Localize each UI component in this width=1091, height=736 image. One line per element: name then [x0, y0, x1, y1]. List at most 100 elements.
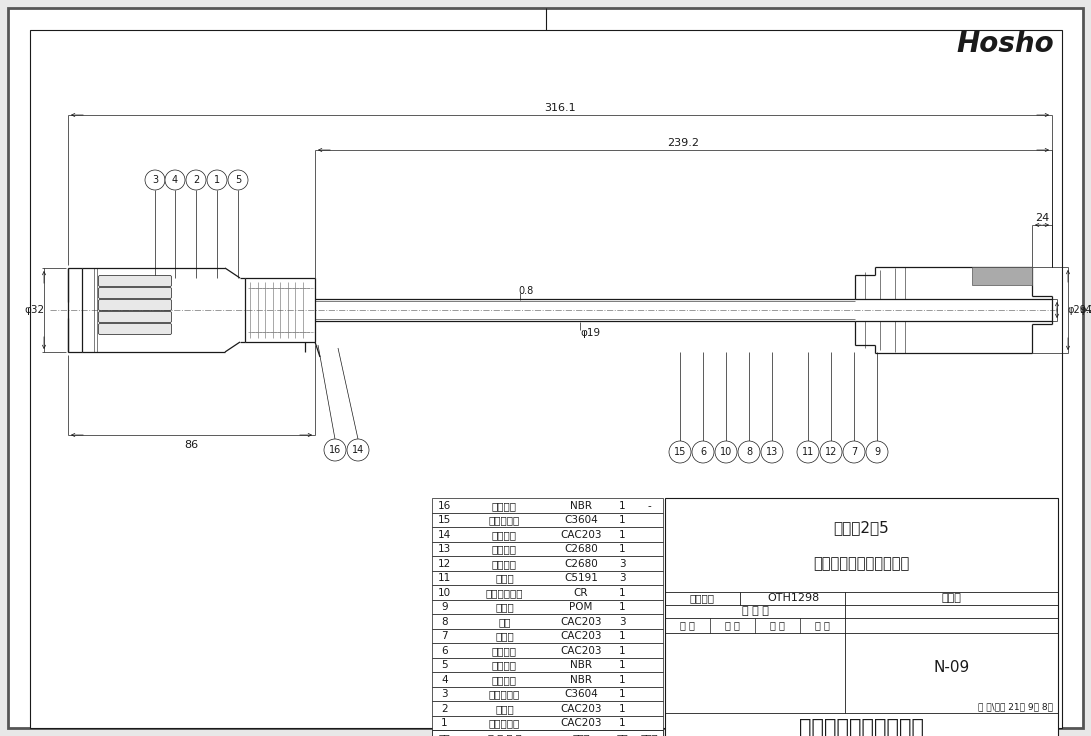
Text: 15: 15 [674, 447, 686, 457]
Text: 板ばね: 板ばね [495, 573, 514, 583]
FancyBboxPatch shape [432, 715, 663, 730]
Text: C2680: C2680 [564, 544, 598, 554]
FancyBboxPatch shape [29, 30, 1062, 728]
Text: 11: 11 [802, 447, 814, 457]
FancyBboxPatch shape [432, 498, 663, 512]
Circle shape [738, 441, 760, 463]
Text: OTH1298: OTH1298 [767, 593, 819, 604]
Text: 1: 1 [620, 645, 626, 656]
Text: CAC203: CAC203 [561, 631, 602, 641]
Text: C2680: C2680 [564, 559, 598, 569]
FancyBboxPatch shape [8, 8, 1083, 728]
Text: 1: 1 [620, 588, 626, 598]
Text: 9: 9 [441, 602, 447, 612]
Text: Hosho: Hosho [956, 30, 1054, 58]
FancyBboxPatch shape [972, 267, 1032, 285]
FancyBboxPatch shape [98, 288, 171, 299]
Text: 1: 1 [620, 689, 626, 699]
Text: 1: 1 [620, 602, 626, 612]
Text: 2: 2 [441, 704, 447, 714]
Circle shape [228, 170, 248, 190]
FancyBboxPatch shape [432, 730, 663, 736]
Text: φ29.2: φ29.2 [1068, 305, 1091, 315]
Text: 3: 3 [620, 559, 626, 569]
Text: 12: 12 [437, 559, 451, 569]
Text: 6: 6 [700, 447, 706, 457]
Text: 図面番号: 図面番号 [690, 593, 715, 604]
Text: 回転筒: 回転筒 [495, 704, 514, 714]
Text: 316.1: 316.1 [544, 103, 576, 113]
Text: 3: 3 [152, 175, 158, 185]
Text: しめ輪: しめ輪 [495, 631, 514, 641]
Text: C3604: C3604 [564, 689, 598, 699]
Text: 株式会社　報商製作所: 株式会社 報商製作所 [799, 718, 924, 736]
Text: 13: 13 [437, 544, 451, 554]
Text: NBR: NBR [570, 660, 592, 670]
Text: 黄銅パイプ: 黄銅パイプ [489, 515, 520, 526]
Text: 個数: 個数 [616, 733, 628, 736]
Text: 1: 1 [620, 515, 626, 526]
FancyBboxPatch shape [432, 657, 663, 672]
Text: ストッパー: ストッパー [489, 689, 520, 699]
Text: 11: 11 [437, 573, 451, 583]
Text: 止めねじ: 止めねじ [492, 544, 517, 554]
FancyBboxPatch shape [98, 275, 171, 286]
Text: 14: 14 [437, 530, 451, 539]
Text: 15: 15 [437, 515, 451, 526]
Circle shape [820, 441, 842, 463]
Circle shape [715, 441, 738, 463]
Text: Ｏリング: Ｏリング [492, 500, 517, 511]
Text: つめ座: つめ座 [495, 602, 514, 612]
Circle shape [762, 441, 783, 463]
Circle shape [692, 441, 714, 463]
Circle shape [207, 170, 227, 190]
FancyBboxPatch shape [98, 300, 171, 311]
Circle shape [843, 441, 865, 463]
FancyBboxPatch shape [432, 701, 663, 715]
Text: 止めピン: 止めピン [492, 559, 517, 569]
Circle shape [866, 441, 888, 463]
Circle shape [324, 439, 346, 461]
Text: 記　事: 記 事 [640, 733, 658, 736]
Text: 散水ノズル　ＤＡ噴霧付: 散水ノズル ＤＡ噴霧付 [814, 556, 910, 571]
FancyBboxPatch shape [432, 600, 663, 614]
Text: 接続金具: 接続金具 [492, 530, 517, 539]
Text: 16: 16 [437, 500, 451, 511]
FancyBboxPatch shape [666, 498, 1058, 736]
Circle shape [185, 170, 206, 190]
Text: 3: 3 [620, 617, 626, 627]
Text: 24: 24 [1035, 213, 1050, 223]
Text: 1: 1 [620, 675, 626, 684]
FancyBboxPatch shape [98, 324, 171, 334]
Text: 部 品 名 称: 部 品 名 称 [488, 733, 521, 736]
Circle shape [145, 170, 165, 190]
Circle shape [669, 441, 691, 463]
Text: 10: 10 [437, 588, 451, 598]
Text: 記　事: 記 事 [942, 593, 961, 604]
Text: 239.2: 239.2 [668, 138, 699, 148]
Text: CAC203: CAC203 [561, 617, 602, 627]
Text: C3604: C3604 [564, 515, 598, 526]
Text: C5191: C5191 [564, 573, 598, 583]
FancyBboxPatch shape [432, 614, 663, 629]
Text: 5: 5 [441, 660, 447, 670]
FancyBboxPatch shape [432, 687, 663, 701]
Text: 2: 2 [193, 175, 200, 185]
Text: 1: 1 [620, 500, 626, 511]
Circle shape [347, 439, 369, 461]
Text: 3: 3 [620, 573, 626, 583]
Text: 担 当: 担 当 [770, 620, 784, 630]
Text: 1: 1 [620, 718, 626, 728]
FancyBboxPatch shape [432, 585, 663, 600]
Text: 1: 1 [620, 544, 626, 554]
Text: 符号: 符号 [439, 733, 451, 736]
Text: ノズル本体: ノズル本体 [489, 718, 520, 728]
Text: NBR: NBR [570, 675, 592, 684]
Text: 16: 16 [328, 445, 341, 455]
Text: -: - [647, 500, 651, 511]
Circle shape [798, 441, 819, 463]
FancyBboxPatch shape [432, 556, 663, 570]
Text: 1: 1 [441, 718, 447, 728]
Text: 1: 1 [620, 704, 626, 714]
FancyBboxPatch shape [432, 570, 663, 585]
